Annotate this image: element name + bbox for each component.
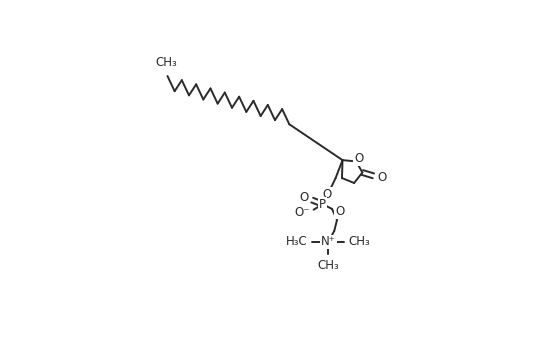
- Text: H₃C: H₃C: [287, 236, 308, 248]
- Text: CH₃: CH₃: [348, 236, 370, 248]
- Text: O: O: [336, 205, 345, 218]
- Text: O⁻: O⁻: [294, 206, 310, 219]
- Text: CH₃: CH₃: [317, 259, 339, 272]
- Text: N⁺: N⁺: [321, 236, 336, 248]
- Text: O: O: [354, 152, 364, 165]
- Text: CH₃: CH₃: [155, 56, 177, 69]
- Text: P: P: [319, 198, 326, 211]
- Text: O: O: [378, 171, 387, 184]
- Text: O: O: [300, 192, 309, 204]
- Text: O: O: [323, 188, 332, 201]
